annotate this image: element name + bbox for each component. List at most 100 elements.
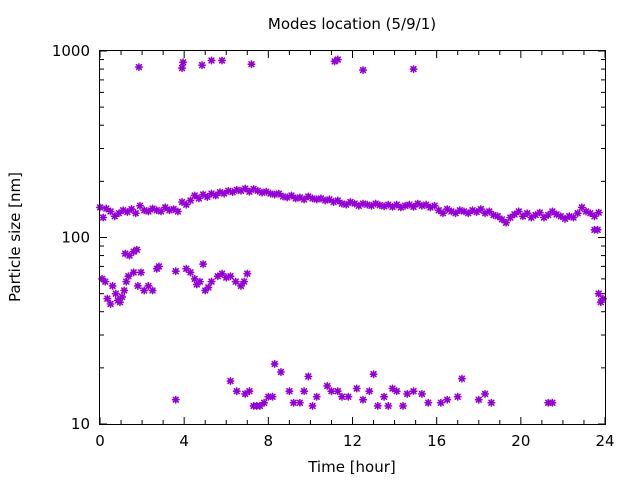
data-point bbox=[127, 205, 136, 214]
data-point bbox=[312, 392, 321, 401]
data-point bbox=[240, 277, 249, 286]
data-point bbox=[226, 272, 235, 281]
data-point bbox=[134, 63, 143, 72]
data-point bbox=[171, 267, 180, 276]
data-point bbox=[403, 389, 412, 398]
data-point bbox=[103, 294, 112, 303]
y-tick-label: 1000 bbox=[52, 42, 90, 60]
data-point bbox=[218, 56, 227, 65]
data-point bbox=[344, 392, 353, 401]
data-point bbox=[598, 294, 607, 303]
data-point bbox=[129, 268, 138, 277]
data-point bbox=[198, 61, 207, 70]
data-point bbox=[474, 395, 483, 404]
data-point bbox=[199, 190, 208, 199]
data-point bbox=[285, 387, 294, 396]
data-point bbox=[124, 272, 133, 281]
data-point bbox=[308, 401, 317, 410]
data-point bbox=[417, 389, 426, 398]
data-point bbox=[594, 289, 603, 298]
data-point bbox=[131, 209, 140, 218]
data-point bbox=[182, 264, 191, 273]
data-point bbox=[137, 268, 146, 277]
data-point bbox=[148, 204, 157, 213]
data-point bbox=[218, 269, 227, 278]
data-point bbox=[133, 281, 142, 290]
x-tick-label: 20 bbox=[511, 432, 530, 450]
data-point bbox=[443, 395, 452, 404]
data-point bbox=[204, 283, 213, 292]
data-point bbox=[232, 387, 241, 396]
plot-frame bbox=[99, 50, 606, 425]
data-point bbox=[101, 277, 110, 286]
data-point bbox=[577, 203, 586, 212]
data-point bbox=[586, 209, 595, 218]
data-point bbox=[108, 281, 117, 290]
data-point bbox=[424, 398, 433, 407]
data-point bbox=[102, 204, 111, 213]
data-point bbox=[388, 202, 397, 211]
data-point bbox=[295, 398, 304, 407]
data-point bbox=[573, 209, 582, 218]
data-point bbox=[207, 277, 216, 286]
data-point bbox=[186, 268, 195, 277]
data-point bbox=[487, 398, 496, 407]
data-point bbox=[369, 370, 378, 379]
data-point bbox=[144, 281, 153, 290]
data-point bbox=[380, 392, 389, 401]
data-points bbox=[95, 55, 607, 410]
x-axis-label: Time [hour] bbox=[307, 458, 396, 476]
data-point bbox=[236, 281, 245, 290]
data-point bbox=[195, 277, 204, 286]
data-point bbox=[120, 286, 129, 295]
data-point bbox=[118, 292, 127, 301]
data-point bbox=[123, 207, 132, 217]
data-point bbox=[140, 286, 149, 295]
data-point bbox=[245, 387, 254, 396]
data-point bbox=[178, 64, 187, 73]
data-point bbox=[359, 66, 368, 75]
data-point bbox=[148, 286, 157, 295]
data-point bbox=[276, 368, 285, 377]
data-point bbox=[502, 218, 511, 227]
data-point bbox=[556, 212, 565, 221]
data-point bbox=[99, 213, 108, 222]
data-point bbox=[190, 274, 199, 283]
x-tick-label: 8 bbox=[264, 432, 274, 450]
data-point bbox=[171, 395, 180, 404]
data-point bbox=[451, 209, 460, 218]
x-tick-label: 12 bbox=[343, 432, 362, 450]
data-point bbox=[106, 299, 115, 309]
data-point bbox=[514, 207, 523, 216]
data-point bbox=[226, 377, 235, 386]
data-point bbox=[207, 56, 216, 65]
data-point bbox=[594, 208, 603, 217]
data-point bbox=[457, 374, 466, 383]
x-tick-label: 24 bbox=[595, 432, 614, 450]
x-tick-label: 4 bbox=[179, 432, 189, 450]
data-point bbox=[548, 398, 557, 407]
chart-title: Modes location (5/9/1) bbox=[268, 15, 436, 33]
data-point bbox=[384, 401, 393, 410]
data-point bbox=[453, 392, 462, 401]
data-point bbox=[352, 384, 361, 393]
data-point bbox=[398, 401, 408, 410]
data-point bbox=[434, 206, 443, 215]
axis-ticks: 0 4 8 12 16 20 24 10 100 1000 bbox=[52, 42, 615, 450]
data-point bbox=[98, 274, 107, 283]
data-point bbox=[409, 387, 418, 396]
data-point bbox=[203, 192, 212, 201]
data-point bbox=[106, 207, 115, 216]
data-point bbox=[157, 207, 166, 216]
data-point bbox=[464, 209, 473, 218]
data-point bbox=[178, 197, 187, 207]
data-point bbox=[535, 208, 544, 217]
data-point bbox=[392, 387, 401, 396]
data-point bbox=[243, 269, 252, 278]
data-point bbox=[333, 387, 342, 396]
data-point bbox=[333, 55, 342, 64]
data-point bbox=[327, 387, 336, 396]
data-point bbox=[392, 200, 401, 209]
